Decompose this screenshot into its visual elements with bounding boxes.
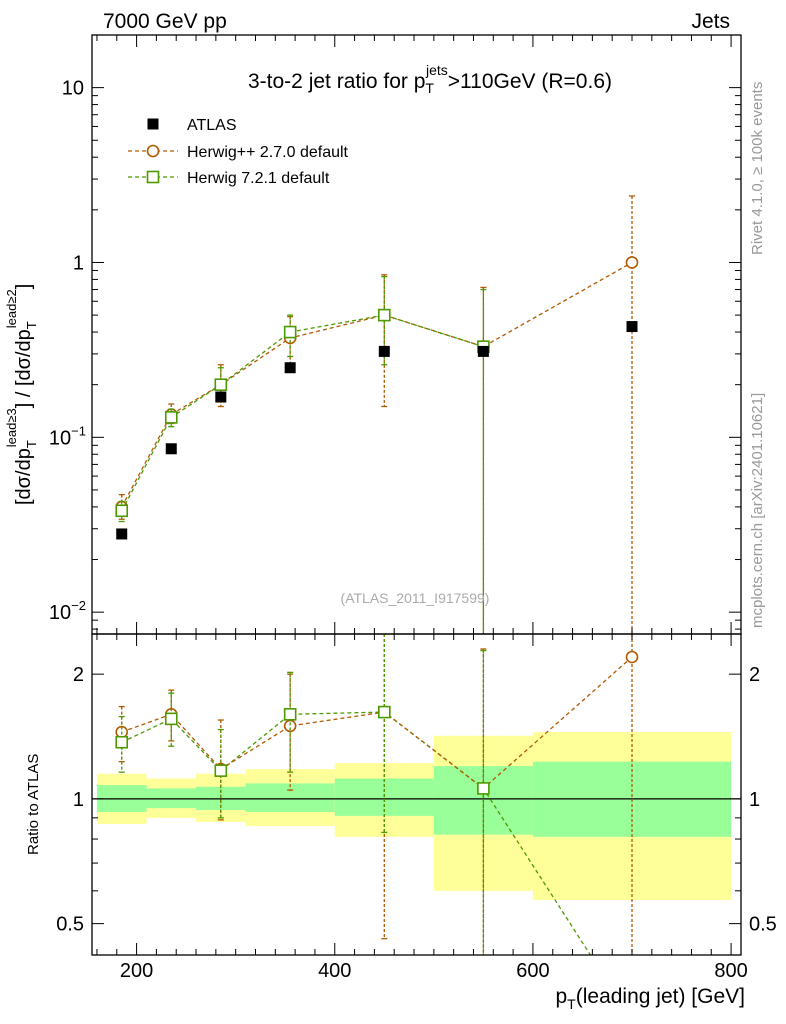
- ratio-bands: [92, 732, 741, 901]
- x-axis-label: pT(leading jet) [GeV]: [555, 985, 745, 1012]
- x-tick-label: 800: [714, 960, 747, 982]
- herwig7-ratio-point: [377, 705, 391, 719]
- main-y-label: [dσ/dpTlead≥3] / [dσ/dpTlead≥2]: [4, 284, 39, 505]
- title-sub: T: [425, 80, 434, 96]
- process-label: Jets: [691, 10, 730, 33]
- main-marks: [115, 195, 639, 634]
- data-point: [215, 391, 227, 403]
- data-point: [378, 345, 390, 357]
- herwig7-point: [377, 308, 391, 322]
- ratio-y-tick-label-right: 0.5: [749, 914, 777, 936]
- herwig7-ratio-point: [477, 782, 490, 795]
- herwig7-point: [164, 411, 178, 424]
- legend-marker-herwigpp: [146, 144, 160, 158]
- y-tick-label: 1: [73, 252, 84, 274]
- main-panel: 10 1 10−1 10−2 3-to-2 jet ratio for pTjets>…: [4, 34, 742, 635]
- data-point: [284, 362, 296, 374]
- uncertainty-band-inner: [245, 783, 335, 812]
- ratio-frame: [91, 633, 742, 956]
- herwig7-ratio-point: [115, 735, 129, 749]
- x-tick-label: 200: [120, 960, 153, 982]
- ratio-y-tick-label: 1: [73, 789, 84, 811]
- ratio-y-tick-label: 2: [73, 664, 84, 686]
- ratio-y-label: Ratio to ATLAS: [25, 754, 42, 855]
- herwig7-line: [121, 314, 484, 512]
- herwigpp-line: [121, 261, 633, 508]
- ratio-y-tick-label-right: 1: [749, 789, 760, 811]
- herwig7-point: [214, 378, 228, 391]
- svg-text:[dσ/dpTlead≥3] / [dσ/dpTlead≥2: [dσ/dpTlead≥3] / [dσ/dpTlead≥2]: [4, 284, 39, 505]
- legend-label: ATLAS: [187, 117, 237, 134]
- legend-marker-data: [147, 118, 159, 130]
- rivet-label: Rivet 4.1.0, ≥ 100k events: [749, 82, 766, 255]
- chart-title: 3-to-2 jet ratio for pTjets>110GeV (R=0.…: [248, 62, 612, 96]
- herwigpp-ratio-point: [625, 650, 639, 664]
- herwigpp-point: [625, 256, 639, 269]
- x-tick-label: 600: [516, 960, 549, 982]
- analysis-watermark: (ATLAS_2011_I917599): [341, 590, 490, 606]
- data-point: [477, 345, 489, 357]
- ratio-y-tick-label: 0.5: [56, 914, 84, 936]
- uncertainty-band-inner: [146, 788, 197, 809]
- ratio-y-ticks: 0.5 0.5 1 1 2 2: [56, 664, 777, 935]
- title-sup: jets: [425, 62, 448, 78]
- legend-label: Herwig++ 2.7.0 default: [187, 144, 349, 161]
- y-tick-label: 10: [62, 78, 84, 100]
- herwig7-point: [283, 325, 297, 339]
- x-tick-label: 400: [318, 960, 351, 982]
- ratio-panel: 0.5 0.5 1 1 2 2 200 400 600 800 Ratio to ATLAS p…: [25, 633, 777, 1012]
- data-point: [626, 321, 638, 333]
- x-ticks: 200 400 600 800: [96, 634, 748, 982]
- energy-label: 7000 GeV pp: [103, 10, 227, 33]
- ratio-marks: [115, 634, 639, 956]
- herwig7-ratio-point: [283, 708, 297, 721]
- title-prefix: 3-to-2 jet ratio for p: [248, 70, 425, 93]
- legend: ATLAS Herwig++ 2.7.0 default Herwig 7.2.1 …: [128, 117, 349, 187]
- herwig7-ratio-point: [164, 712, 178, 726]
- mcplots-label: mcplots.cern.ch [arXiv:2401.10621]: [749, 393, 766, 628]
- herwig7-ratio-point: [214, 764, 228, 777]
- ratio-y-tick-label-right: 2: [749, 664, 760, 686]
- main-y-ticks: 10 1 10−1 10−2: [49, 34, 741, 634]
- title-suffix: >110GeV (R=0.6): [448, 70, 612, 93]
- legend-marker-herwig7: [146, 170, 160, 184]
- herwig7-point: [115, 504, 129, 518]
- y-tick-label: 10−2: [49, 598, 86, 624]
- data-point: [165, 443, 177, 455]
- data-point: [116, 528, 128, 540]
- y-tick-label: 10−1: [49, 423, 86, 449]
- legend-label: Herwig 7.2.1 default: [187, 170, 330, 187]
